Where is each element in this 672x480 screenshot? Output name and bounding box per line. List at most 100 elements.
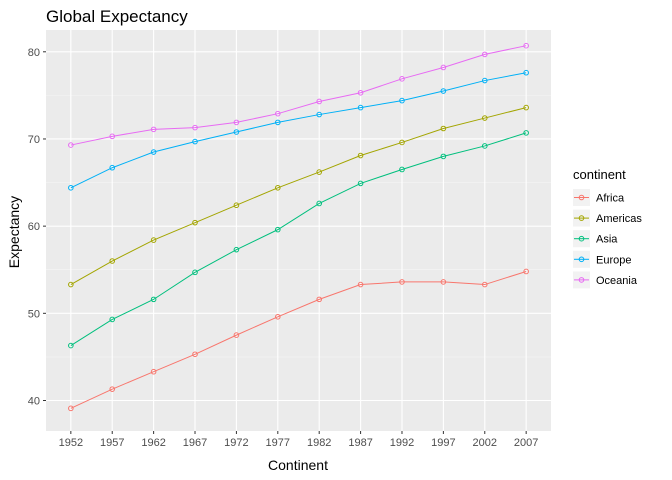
legend-key-point-asia: [578, 235, 585, 242]
y-axis-title: Expectancy: [6, 196, 22, 268]
data-point-americas: [275, 184, 281, 191]
data-point-europe: [357, 104, 364, 111]
data-point-americas: [481, 115, 488, 121]
y-tick-label: 50: [28, 308, 40, 320]
data-point-africa: [481, 281, 488, 288]
series-africa: [68, 268, 529, 412]
legend-label-asia: Asia: [596, 234, 618, 246]
data-point-oceania: [440, 64, 447, 71]
data-point-oceania: [357, 89, 364, 96]
legend-label-oceania: Oceania: [596, 275, 638, 287]
data-point-americas: [192, 219, 198, 226]
y-tick-label: 40: [28, 395, 40, 407]
data-point-americas: [316, 169, 322, 175]
data-point-americas: [109, 258, 116, 264]
x-tick-label: 1992: [390, 437, 414, 449]
data-point-americas: [68, 281, 74, 288]
legend-item-africa: Africa: [573, 189, 625, 206]
legend-label-americas: Americas: [596, 213, 642, 225]
x-axis: 1952 1957 1962 1967 1972 1977 1982 1987 1992 1997…: [59, 431, 538, 449]
y-tick-label: 80: [28, 47, 40, 59]
data-point-oceania: [233, 119, 240, 126]
x-tick-label: 1962: [141, 437, 165, 449]
series-asia: [68, 130, 529, 349]
legend-key-point-oceania: [578, 277, 585, 283]
data-point-asia: [109, 316, 116, 323]
legend-item-oceania: Oceania: [573, 271, 638, 289]
x-tick-label: 1952: [59, 437, 83, 449]
data-point-oceania: [150, 126, 157, 133]
data-point-americas: [357, 152, 364, 159]
data-point-africa: [192, 351, 198, 358]
data-point-europe: [523, 69, 529, 76]
legend-label-africa: Africa: [596, 193, 625, 205]
x-tick-label: 2007: [514, 437, 538, 449]
data-point-asia: [150, 296, 157, 303]
data-point-asia: [481, 143, 488, 149]
y-tick-label: 70: [28, 134, 40, 146]
data-point-oceania: [481, 51, 488, 58]
series-americas: [68, 104, 529, 288]
x-tick-label: 1972: [224, 437, 248, 449]
x-tick-label: 1987: [348, 437, 372, 449]
data-point-africa: [275, 314, 281, 320]
data-point-americas: [440, 125, 447, 132]
data-point-asia: [523, 130, 529, 136]
y-tick-label: 60: [28, 221, 40, 233]
data-point-oceania: [68, 142, 74, 148]
data-point-americas: [150, 237, 157, 243]
data-point-americas: [233, 202, 240, 209]
data-point-europe: [233, 129, 240, 135]
data-point-oceania: [399, 76, 405, 82]
x-tick-label: 1982: [307, 437, 331, 449]
data-point-europe: [481, 77, 488, 84]
series-line-oceania: [70, 45, 527, 146]
series-line-africa: [70, 270, 527, 409]
data-point-africa: [357, 281, 364, 288]
data-point-africa: [68, 405, 74, 412]
x-tick-label: 2002: [473, 437, 497, 449]
data-point-asia: [192, 269, 198, 276]
x-tick-label: 1977: [266, 437, 290, 449]
data-point-asia: [440, 153, 447, 160]
data-point-europe: [399, 97, 405, 104]
data-point-europe: [68, 184, 74, 191]
data-point-europe: [150, 149, 157, 155]
data-point-africa: [523, 268, 529, 275]
legend-title: continent: [573, 167, 626, 182]
legend-label-europe: Europe: [596, 254, 631, 266]
data-point-americas: [523, 104, 529, 111]
legend: continent Africa Americas Asia Europe Oceani…: [573, 167, 642, 289]
data-point-asia: [68, 342, 74, 349]
data-point-oceania: [275, 110, 281, 117]
grid-minor: [46, 95, 551, 358]
data-point-africa: [399, 279, 405, 285]
data-point-europe: [440, 88, 447, 94]
data-point-asia: [357, 180, 364, 187]
chart-title: Global Expectancy: [46, 7, 188, 26]
series-oceania: [68, 42, 529, 148]
data-point-africa: [233, 332, 240, 338]
data-point-asia: [399, 166, 405, 173]
data-point-africa: [150, 368, 157, 375]
x-axis-title: Continent: [268, 457, 328, 473]
x-tick-label: 1957: [100, 437, 124, 449]
data-point-europe: [275, 119, 281, 126]
data-point-oceania: [109, 133, 116, 140]
data-point-europe: [316, 111, 322, 118]
legend-key-point-europe: [578, 256, 585, 263]
series-layer: [68, 42, 529, 412]
data-point-asia: [316, 200, 322, 207]
data-point-oceania: [523, 42, 529, 49]
x-tick-label: 1997: [431, 437, 455, 449]
series-line-americas: [70, 107, 527, 285]
data-point-africa: [316, 296, 322, 303]
legend-item-asia: Asia: [573, 230, 618, 248]
data-point-europe: [109, 164, 116, 171]
legend-item-americas: Americas: [573, 209, 642, 227]
legend-key-point-americas: [578, 215, 585, 221]
series-europe: [68, 69, 529, 191]
data-point-africa: [109, 386, 116, 392]
legend-item-europe: Europe: [573, 250, 631, 268]
